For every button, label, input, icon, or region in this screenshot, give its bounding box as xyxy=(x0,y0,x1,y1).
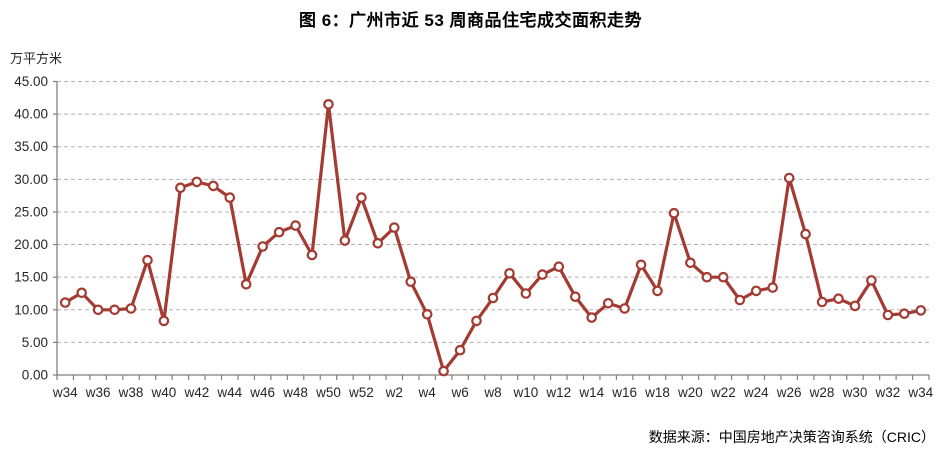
data-point-marker xyxy=(76,287,87,299)
data-point-marker xyxy=(898,308,910,319)
data-point-marker xyxy=(866,275,877,286)
x-tick-label: w34 xyxy=(907,385,933,400)
data-point-marker xyxy=(602,297,614,309)
data-point-marker xyxy=(750,285,762,297)
x-tick-label: w36 xyxy=(85,385,111,400)
x-tick-label: w10 xyxy=(513,385,539,400)
series-line xyxy=(63,102,923,373)
x-tick-label: w46 xyxy=(249,385,275,400)
data-point-marker xyxy=(92,304,104,316)
x-tick-label: w2 xyxy=(385,385,403,400)
data-point-marker xyxy=(405,276,416,287)
data-point-marker xyxy=(767,282,778,293)
data-point-marker xyxy=(783,172,795,184)
data-point-marker xyxy=(882,309,894,321)
x-tick-label: w8 xyxy=(483,385,501,400)
data-point-marker xyxy=(800,228,811,240)
data-point-marker xyxy=(290,220,301,231)
data-point-marker xyxy=(504,267,515,279)
data-point-marker xyxy=(388,222,400,233)
x-tick-label: w38 xyxy=(118,385,144,400)
data-point-marker xyxy=(191,176,203,188)
x-tick-label: w30 xyxy=(842,385,868,400)
data-point-marker xyxy=(816,296,828,308)
data-point-marker xyxy=(619,303,630,314)
data-point-marker xyxy=(158,315,170,327)
data-point-marker xyxy=(553,261,565,272)
data-point-marker xyxy=(701,271,713,283)
data-point-marker xyxy=(339,235,351,246)
x-tick-label: w42 xyxy=(183,385,209,400)
x-tick-label: w50 xyxy=(315,385,341,400)
x-tick-label: w24 xyxy=(743,385,769,400)
y-axis-unit-label: 万平方米 xyxy=(10,51,63,66)
data-point-marker xyxy=(487,292,499,304)
y-tick-label: 45.00 xyxy=(14,74,48,89)
data-point-marker xyxy=(372,238,384,249)
data-source-note: 数据来源：中国房地产决策咨询系统（CRIC） xyxy=(648,429,935,445)
data-point-marker xyxy=(323,99,334,110)
x-tick-label: w44 xyxy=(216,385,242,400)
data-point-marker xyxy=(717,271,729,283)
x-tick-label: w52 xyxy=(348,385,374,400)
x-tick-label: w40 xyxy=(151,385,177,400)
data-point-marker xyxy=(685,257,696,269)
x-tick-label: w14 xyxy=(578,385,604,400)
data-point-marker xyxy=(520,288,532,299)
data-point-marker xyxy=(59,297,71,308)
data-point-marker xyxy=(421,308,433,320)
x-tick-label: w22 xyxy=(710,385,736,400)
data-point-marker xyxy=(224,192,236,203)
x-tick-label: w12 xyxy=(545,385,571,400)
data-point-marker xyxy=(208,180,219,192)
x-tick-label: w32 xyxy=(874,385,900,400)
x-tick-label: w48 xyxy=(282,385,308,400)
y-tick-label: 5.00 xyxy=(22,335,48,350)
data-point-marker xyxy=(668,207,680,219)
x-tick-label: w18 xyxy=(644,385,670,400)
x-tick-label: w4 xyxy=(418,385,437,400)
data-point-marker xyxy=(833,293,844,304)
y-tick-label: 35.00 xyxy=(14,139,48,154)
data-point-marker xyxy=(454,344,466,356)
y-tick-label: 10.00 xyxy=(14,302,48,317)
data-point-marker xyxy=(257,241,268,252)
data-point-marker xyxy=(356,192,367,203)
y-tick-label: 40.00 xyxy=(14,107,48,122)
y-tick-label: 25.00 xyxy=(14,204,48,219)
data-point-marker xyxy=(142,254,153,266)
data-point-marker xyxy=(915,305,927,316)
x-tick-label: w28 xyxy=(809,385,835,400)
y-tick-label: 0.00 xyxy=(22,368,48,383)
x-tick-label: w16 xyxy=(611,385,637,400)
y-tick-label: 20.00 xyxy=(14,237,48,252)
x-tick-label: w26 xyxy=(776,385,802,400)
data-point-marker xyxy=(734,294,746,306)
y-tick-label: 15.00 xyxy=(14,270,48,285)
data-point-marker xyxy=(537,269,548,280)
data-point-marker xyxy=(125,303,137,314)
data-point-marker xyxy=(635,259,647,271)
data-point-marker xyxy=(109,304,120,316)
data-point-marker xyxy=(438,365,449,377)
y-tick-label: 30.00 xyxy=(14,172,48,187)
data-point-marker xyxy=(240,278,252,290)
data-point-marker xyxy=(849,300,861,312)
data-point-marker xyxy=(471,315,482,327)
x-tick-label: w20 xyxy=(677,385,703,400)
data-point-marker xyxy=(306,249,318,261)
data-point-marker xyxy=(273,226,285,238)
data-point-marker xyxy=(569,291,581,302)
x-tick-label: w34 xyxy=(52,385,78,400)
data-point-marker xyxy=(652,285,663,297)
data-point-marker xyxy=(586,312,597,323)
x-tick-label: w6 xyxy=(450,385,468,400)
chart-title: 图 6：广州市近 53 周商品住宅成交面积走势 xyxy=(298,11,643,30)
data-point-marker xyxy=(175,182,186,194)
